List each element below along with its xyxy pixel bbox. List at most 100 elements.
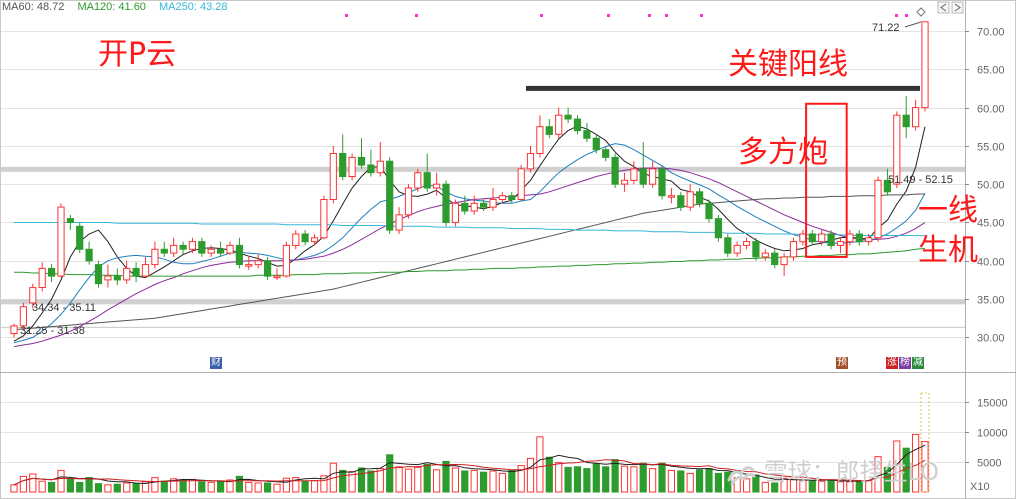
ma-line-ma10 (13, 143, 926, 344)
volume-bar (761, 481, 769, 493)
candle-body (132, 267, 140, 277)
ma-line-ma60 (13, 193, 926, 331)
volume-bar (921, 441, 929, 493)
candle-body (395, 214, 403, 231)
candle-body (320, 199, 328, 239)
candle-body (198, 241, 206, 254)
volume-bar (10, 484, 18, 493)
volume-bar (348, 471, 356, 493)
event-tag-rise[interactable]: 涨 (886, 357, 898, 369)
candle-body (639, 168, 647, 185)
ma250-legend: MA250: 43.28 (159, 1, 228, 13)
event-tag-forecast[interactable]: 预 (836, 357, 848, 369)
volume-bar (320, 475, 328, 493)
volume-tick-label: 10000 (977, 428, 1008, 440)
volume-bar (442, 460, 450, 493)
candle-body (658, 168, 666, 197)
candle-body (76, 225, 84, 250)
candle-body (526, 153, 535, 170)
volume-bar (160, 480, 168, 493)
volume-bar (818, 480, 826, 493)
candle-body (85, 248, 93, 262)
candle-body (686, 191, 694, 208)
candle-body (611, 156, 619, 185)
candle-body (10, 325, 18, 335)
band-low-label-2: 31.25 - 31.38 (20, 325, 85, 337)
candle-body (451, 202, 459, 223)
high-marker-icon (916, 7, 926, 17)
candle-body (301, 233, 309, 243)
candle-body (19, 306, 27, 327)
candle-body (151, 248, 159, 266)
candle-body (733, 244, 741, 254)
support-band (0, 166, 965, 172)
event-marker-dot (415, 14, 418, 17)
volume-bar (714, 472, 722, 493)
candle-body (789, 241, 798, 258)
ma-line-ma250 (14, 222, 925, 237)
volume-bar (470, 469, 478, 493)
candle-body (780, 256, 788, 266)
candle-body (573, 118, 582, 132)
volume-bar (620, 465, 629, 493)
scroll-right-icon (951, 1, 964, 14)
volume-bar (461, 470, 469, 493)
volume-bar (282, 477, 290, 493)
candle-body (357, 156, 366, 166)
volume-bar (170, 478, 178, 493)
candle-body (188, 241, 197, 250)
event-marker-dot (895, 14, 898, 17)
event-tag-list[interactable]: 榜 (899, 357, 911, 369)
candlesticks (10, 21, 929, 338)
candle-body (874, 179, 882, 239)
volume-bar (592, 463, 600, 493)
candle-body (29, 287, 37, 304)
volume-ma-lines (13, 444, 926, 486)
volume-bar (339, 469, 347, 493)
band-low-label-1: 34.34 - 35.11 (32, 302, 96, 314)
ma-line-ma120 (14, 248, 926, 277)
candle-body (517, 168, 525, 200)
price-tick-label: 50.00 (977, 180, 1005, 192)
volume-bar (846, 481, 854, 493)
event-tag-reduce[interactable]: 减 (912, 357, 924, 369)
candle-body (470, 202, 478, 212)
volume-bar (132, 483, 140, 493)
candle-body (179, 244, 187, 250)
event-marker-dot (648, 14, 651, 17)
event-marker-dot (607, 14, 610, 17)
volume-bar (310, 480, 319, 493)
candle-body (498, 195, 506, 200)
price-tick-label: 60.00 (977, 104, 1005, 116)
candle-body (66, 218, 75, 223)
candle-body (602, 149, 610, 158)
event-tag-finance[interactable]: 财 (210, 357, 222, 369)
volume-bar (104, 484, 112, 493)
volume-bar (57, 469, 65, 493)
candle-body (630, 168, 638, 181)
ma-line-ma5 (13, 125, 926, 342)
candle-body (620, 179, 629, 185)
ma-line-ma20 (13, 167, 926, 348)
volume-bar (386, 454, 394, 493)
volume-bar (404, 468, 413, 493)
ma120-legend: MA120: 41.60 (77, 1, 146, 13)
annotation-open-cloud: 开P云 (98, 37, 177, 72)
event-marker-dot (345, 14, 348, 17)
volume-bar (573, 466, 582, 493)
volume-bar (536, 436, 544, 493)
candle-body (226, 244, 234, 254)
candle-body (893, 114, 901, 185)
event-marker-dot (540, 14, 543, 17)
volume-bar (555, 462, 563, 493)
moving-average-lines (13, 125, 926, 348)
candle-body (442, 183, 450, 223)
candle-body (404, 187, 413, 216)
ma60-legend: MA60: 48.72 (2, 1, 65, 13)
candle-body (367, 164, 375, 174)
candle-body (170, 244, 178, 254)
candle-body (818, 233, 826, 243)
candle-body (592, 137, 600, 151)
volume-bar (226, 479, 234, 493)
price-tick-label: 35.00 (977, 295, 1005, 307)
